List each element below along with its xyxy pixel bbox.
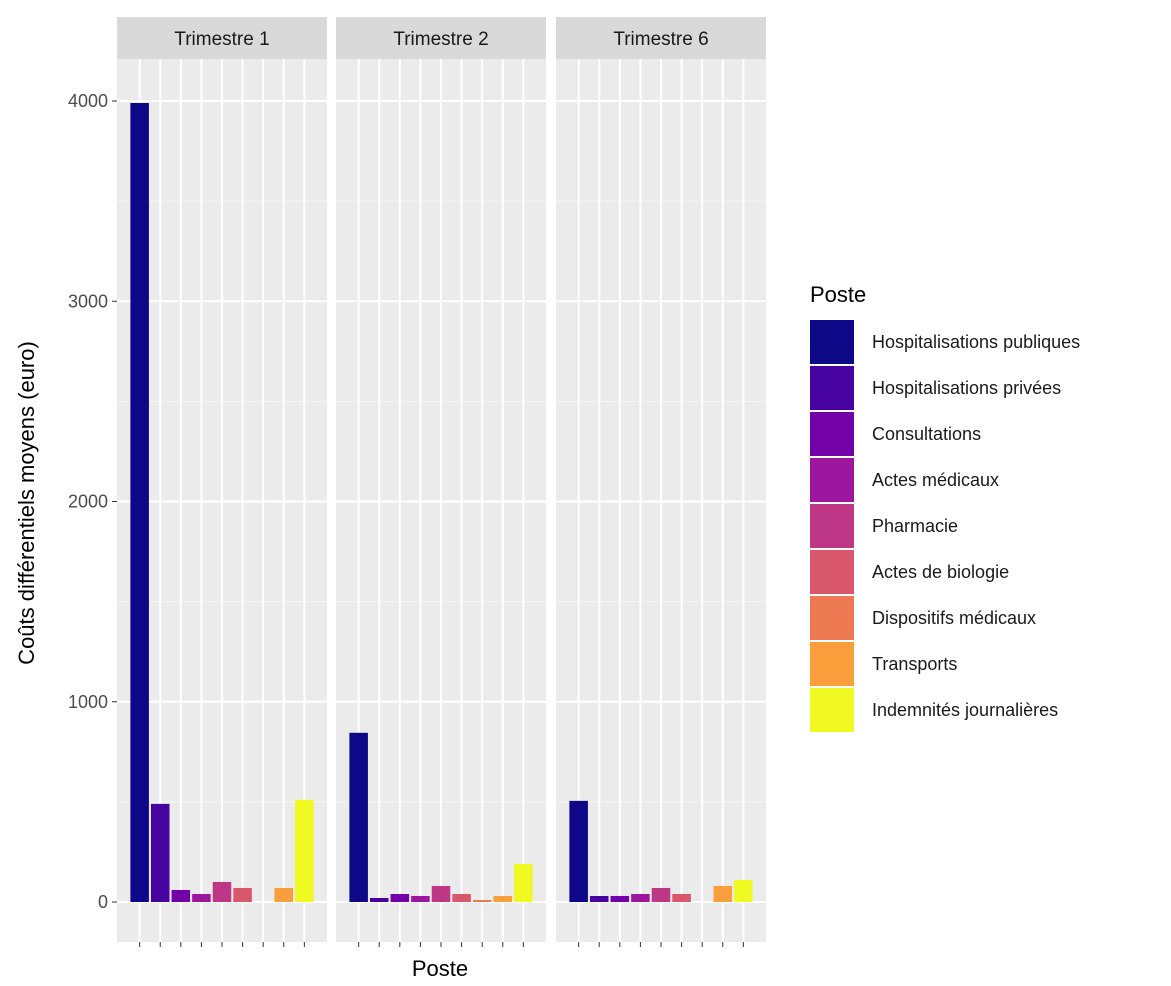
facet-strip xyxy=(336,17,546,59)
legend-title: Poste xyxy=(810,282,866,307)
facet-strip xyxy=(556,17,766,59)
legend-label: Hospitalisations publiques xyxy=(872,332,1080,352)
bar xyxy=(493,895,513,902)
bar xyxy=(171,889,191,902)
y-tick-label: 1000 xyxy=(68,692,108,712)
bar xyxy=(713,885,733,902)
facet-panel: Trimestre 1 xyxy=(117,17,327,947)
y-tick-label: 2000 xyxy=(68,492,108,512)
legend-label: Actes médicaux xyxy=(872,470,999,490)
bar xyxy=(369,897,389,902)
legend-label: Consultations xyxy=(872,424,981,444)
legend-label: Pharmacie xyxy=(872,516,958,536)
y-tick-label: 0 xyxy=(98,892,108,912)
bar xyxy=(651,887,671,902)
legend-key xyxy=(810,642,854,686)
bar xyxy=(472,899,492,902)
bar xyxy=(295,799,314,902)
bar xyxy=(390,893,410,902)
x-axis-title: Poste xyxy=(412,956,468,981)
facet-strip-label: Trimestre 6 xyxy=(613,29,708,50)
y-axis-title: Coûts différentiels moyens (euro) xyxy=(14,341,39,665)
bar xyxy=(150,803,170,902)
legend-label: Indemnités journalières xyxy=(872,700,1058,720)
facet-panel: Trimestre 6 xyxy=(556,17,766,947)
bar xyxy=(514,863,533,902)
legend-label: Actes de biologie xyxy=(872,562,1009,582)
bar xyxy=(212,881,232,902)
bar xyxy=(233,887,252,902)
legend-key xyxy=(810,550,854,594)
bar xyxy=(631,893,650,902)
bar xyxy=(411,895,430,902)
facet-strip-label: Trimestre 2 xyxy=(393,29,488,50)
bar xyxy=(672,893,691,902)
bar xyxy=(452,893,471,902)
legend-key xyxy=(810,366,854,410)
bar xyxy=(569,800,588,902)
y-tick-label: 3000 xyxy=(68,291,108,311)
legend-label: Dispositifs médicaux xyxy=(872,608,1036,628)
bar xyxy=(589,895,609,902)
bar xyxy=(192,893,211,902)
legend-key xyxy=(810,688,854,732)
legend-key xyxy=(810,458,854,502)
legend: Poste Hospitalisations publiques Hospital… xyxy=(810,282,1080,732)
y-axis: 0 1000 2000 3000 4000 xyxy=(68,91,117,912)
bar xyxy=(130,103,149,902)
facet-strip-label: Trimestre 1 xyxy=(174,29,269,50)
bar xyxy=(431,885,451,902)
facet-panel: Trimestre 2 xyxy=(336,17,546,947)
facet-panels: Trimestre 1 Trimestre 2 Trimestre 6 xyxy=(117,17,766,947)
y-tick-label: 4000 xyxy=(68,91,108,111)
bar xyxy=(734,879,753,902)
legend-key xyxy=(810,320,854,364)
legend-key xyxy=(810,412,854,456)
legend-label: Hospitalisations privées xyxy=(872,378,1061,398)
bar xyxy=(349,732,368,902)
bar xyxy=(274,887,294,902)
bar xyxy=(610,895,630,902)
legend-key xyxy=(810,596,854,640)
legend-label: Transports xyxy=(872,654,957,674)
legend-key xyxy=(810,504,854,548)
facet-strip xyxy=(117,17,327,59)
